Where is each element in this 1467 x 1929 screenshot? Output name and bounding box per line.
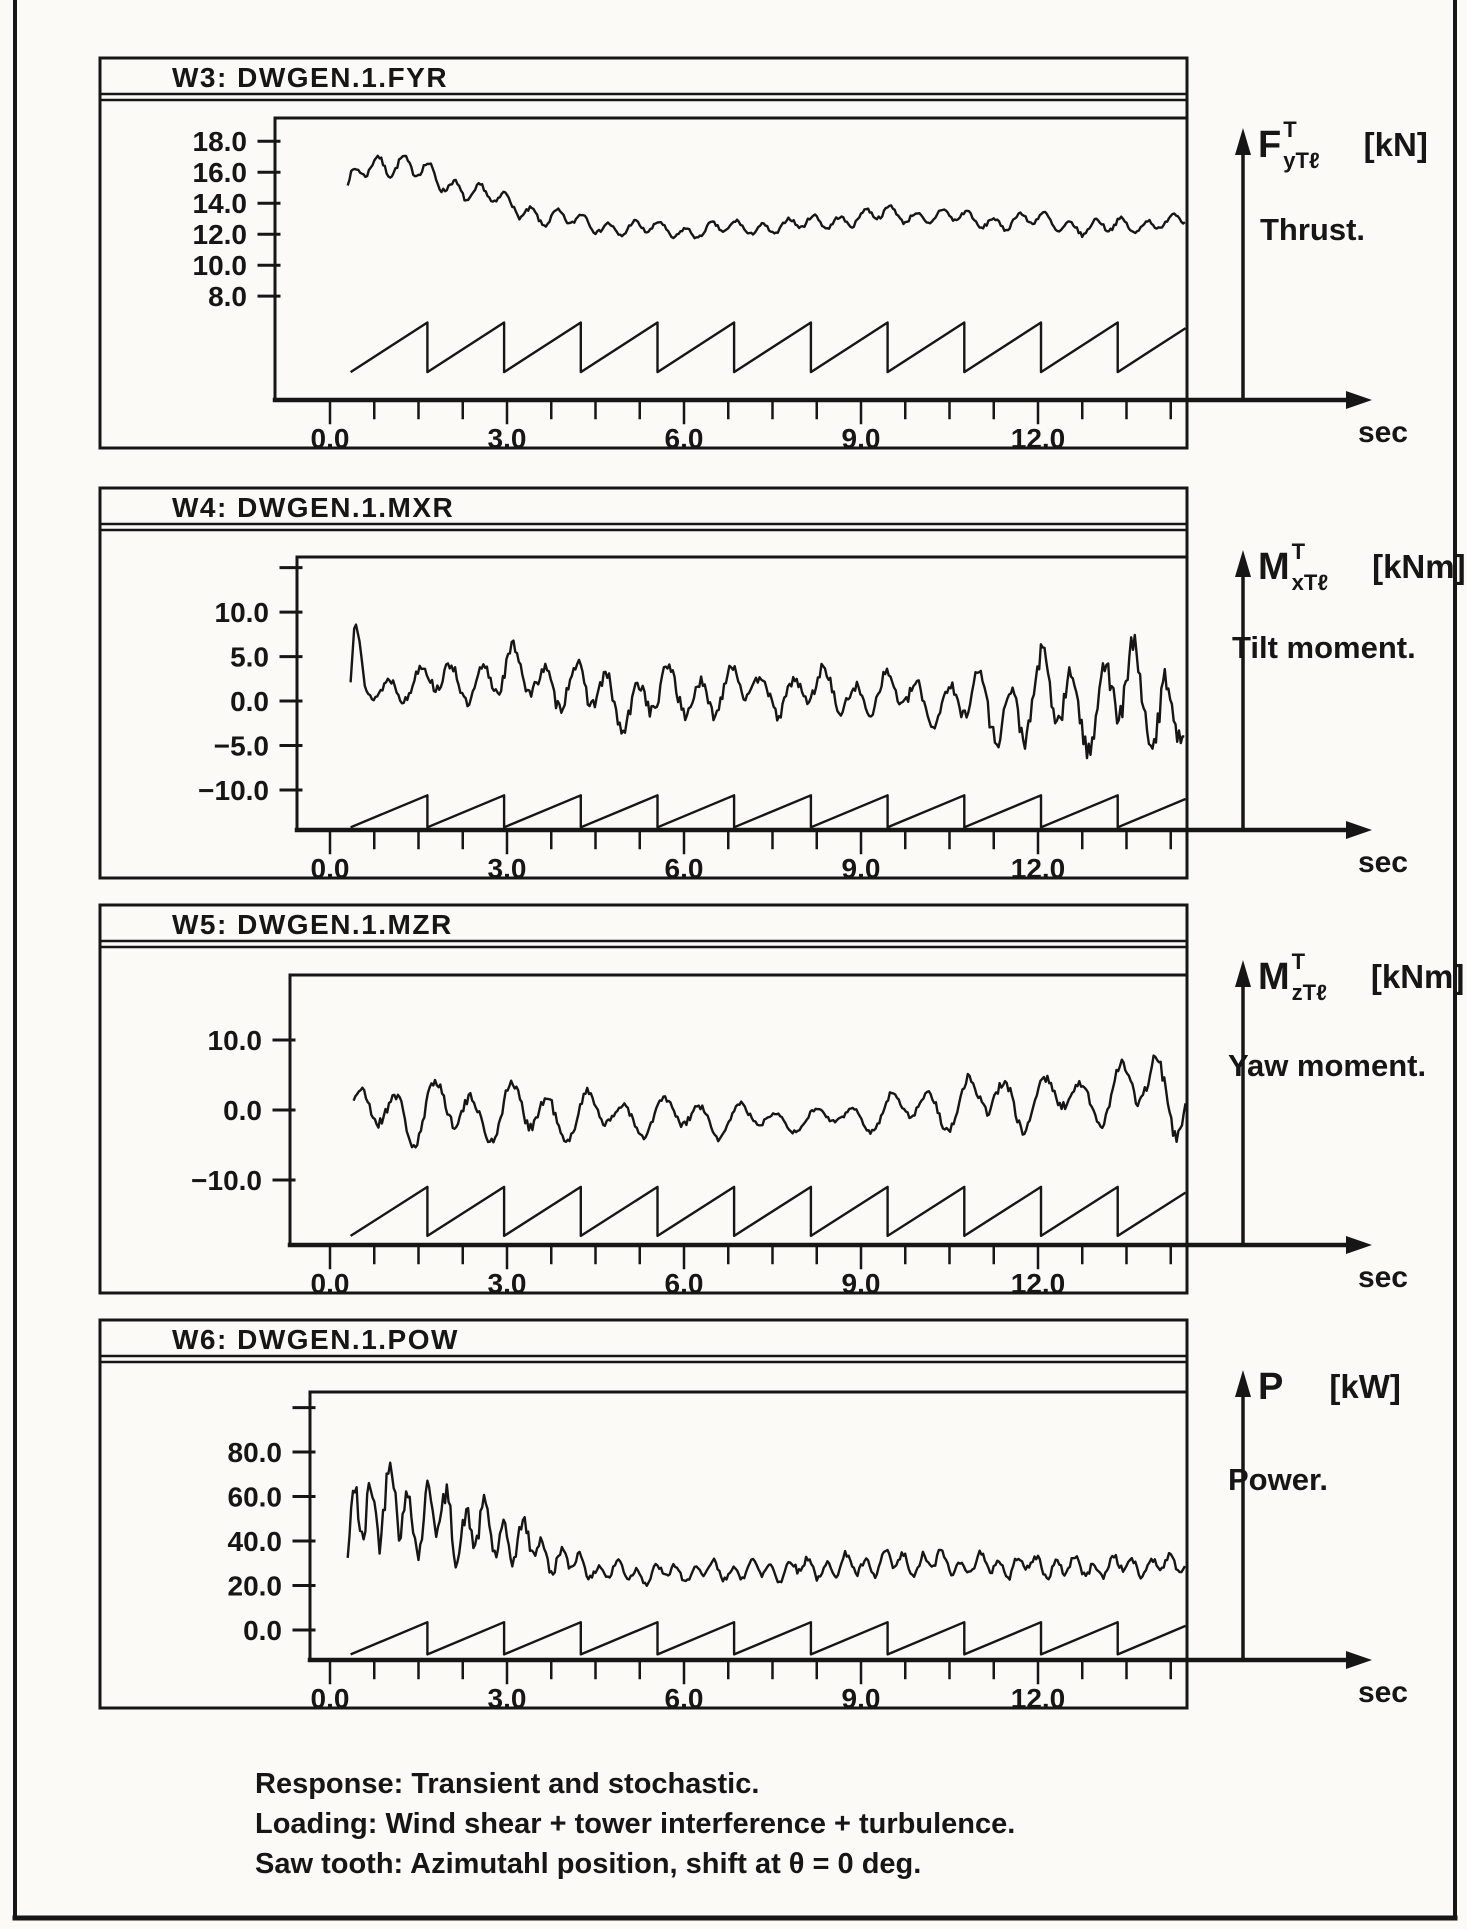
symbol-unit: [kN] xyxy=(1363,126,1428,163)
caption-line-sawtooth: Saw tooth: Azimutahl position, shift at … xyxy=(255,1848,922,1880)
svg-text:12.0: 12.0 xyxy=(1011,423,1066,454)
svg-text:60.0: 60.0 xyxy=(228,1482,283,1513)
signal-desc-yaw: Yaw moment. xyxy=(1228,1048,1427,1083)
svg-text:5.0: 5.0 xyxy=(230,642,269,673)
symbol-subscript: xTℓ xyxy=(1291,570,1329,595)
svg-text:16.0: 16.0 xyxy=(193,157,248,188)
svg-text:80.0: 80.0 xyxy=(228,1437,283,1468)
svg-text:12.0: 12.0 xyxy=(1011,1683,1066,1714)
symbol-superscript: T xyxy=(1291,539,1306,564)
caption-line-loading: Loading: Wind shear + tower interference… xyxy=(255,1808,1016,1840)
svg-text:−10.0: −10.0 xyxy=(191,1165,262,1196)
svg-text:3.0: 3.0 xyxy=(488,423,527,454)
signal-desc-power: Power. xyxy=(1228,1462,1328,1497)
signal-desc-tilt: Tilt moment. xyxy=(1232,630,1416,665)
svg-text:sec: sec xyxy=(1358,1261,1408,1294)
svg-text:sec: sec xyxy=(1358,1676,1408,1709)
caption-line-response: Response: Transient and stochastic. xyxy=(255,1768,760,1800)
svg-text:9.0: 9.0 xyxy=(842,1268,881,1299)
svg-text:0.0: 0.0 xyxy=(243,1615,282,1646)
symbol-unit: [kW] xyxy=(1329,1368,1401,1405)
axis-symbol-yaw: M T zTℓ [kNm] xyxy=(1258,951,1465,1005)
window-title-w3: W3: DWGEN.1.FYR xyxy=(172,62,449,93)
svg-text:6.0: 6.0 xyxy=(665,853,704,884)
svg-text:sec: sec xyxy=(1358,416,1408,449)
symbol-superscript: T xyxy=(1283,117,1297,142)
svg-text:9.0: 9.0 xyxy=(842,423,881,454)
svg-text:12.0: 12.0 xyxy=(1011,1268,1066,1299)
axis-symbol-tilt: M T xTℓ [kNm] xyxy=(1258,541,1466,595)
svg-text:9.0: 9.0 xyxy=(842,853,881,884)
symbol-letter: P xyxy=(1258,1366,1284,1408)
symbol-letter: M xyxy=(1258,546,1290,588)
svg-text:0.0: 0.0 xyxy=(311,423,350,454)
svg-text:6.0: 6.0 xyxy=(665,1683,704,1714)
svg-text:40.0: 40.0 xyxy=(228,1526,283,1557)
svg-text:12.0: 12.0 xyxy=(193,219,248,250)
svg-text:0.0: 0.0 xyxy=(230,686,269,717)
svg-text:0.0: 0.0 xyxy=(223,1095,262,1126)
window-title-w6: W6: DWGEN.1.POW xyxy=(172,1324,459,1355)
symbol-letter: M xyxy=(1258,956,1290,998)
svg-text:10.0: 10.0 xyxy=(215,597,270,628)
svg-text:3.0: 3.0 xyxy=(488,1268,527,1299)
svg-text:0.0: 0.0 xyxy=(311,1268,350,1299)
svg-text:0.0: 0.0 xyxy=(311,853,350,884)
svg-text:−10.0: −10.0 xyxy=(198,775,269,806)
symbol-subscript: yTℓ xyxy=(1283,148,1320,173)
axis-symbol-power: P [kW] xyxy=(1258,1368,1401,1406)
svg-text:12.0: 12.0 xyxy=(1011,853,1066,884)
symbol-unit: [kNm] xyxy=(1370,958,1465,995)
window-title-w4: W4: DWGEN.1.MXR xyxy=(172,492,455,523)
svg-text:18.0: 18.0 xyxy=(193,126,248,157)
signal-desc-thrust: Thrust. xyxy=(1260,212,1366,247)
axis-symbol-thrust: F T yTℓ [kN] xyxy=(1258,119,1428,173)
svg-text:14.0: 14.0 xyxy=(193,188,248,219)
symbol-letter: F xyxy=(1258,124,1282,166)
svg-text:3.0: 3.0 xyxy=(488,853,527,884)
svg-text:10.0: 10.0 xyxy=(193,250,248,281)
svg-text:10.0: 10.0 xyxy=(208,1025,263,1056)
symbol-unit: [kNm] xyxy=(1372,548,1466,585)
svg-text:−5.0: −5.0 xyxy=(214,731,269,762)
svg-text:0.0: 0.0 xyxy=(311,1683,350,1714)
svg-text:6.0: 6.0 xyxy=(665,423,704,454)
figure-caption: Response: Transient and stochastic. Load… xyxy=(255,1764,1015,1884)
svg-text:6.0: 6.0 xyxy=(665,1268,704,1299)
svg-text:sec: sec xyxy=(1358,846,1408,879)
symbol-superscript: T xyxy=(1291,949,1306,974)
svg-text:20.0: 20.0 xyxy=(228,1570,283,1601)
svg-text:3.0: 3.0 xyxy=(488,1683,527,1714)
svg-text:8.0: 8.0 xyxy=(208,281,247,312)
window-title-w5: W5: DWGEN.1.MZR xyxy=(172,909,453,940)
symbol-subscript: zTℓ xyxy=(1291,980,1327,1005)
svg-text:9.0: 9.0 xyxy=(842,1683,881,1714)
